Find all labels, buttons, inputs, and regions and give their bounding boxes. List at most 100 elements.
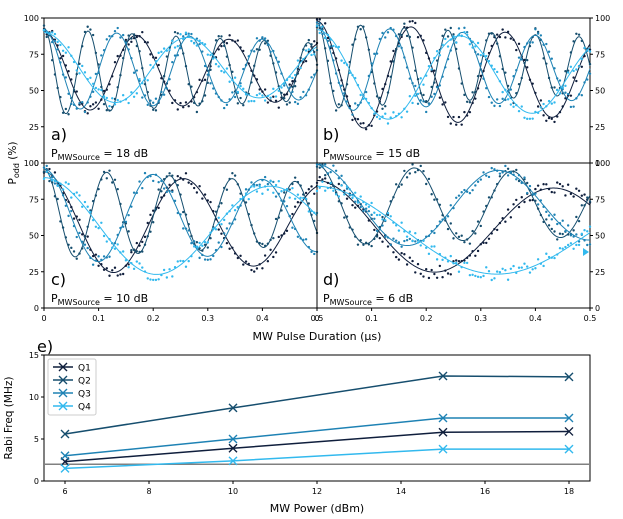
- data-point: [449, 38, 452, 41]
- data-point: [553, 256, 556, 260]
- data-point: [130, 251, 133, 254]
- data-point: [526, 42, 529, 45]
- data-point: [171, 60, 174, 64]
- data-point: [247, 213, 250, 216]
- data-point: [61, 226, 65, 229]
- data-point: [381, 218, 384, 221]
- data-point: [321, 180, 324, 183]
- legend-entry-q2: Q2: [53, 375, 91, 387]
- data-point: [553, 101, 556, 104]
- data-point: [414, 171, 417, 174]
- data-point: [75, 72, 78, 76]
- data-point: [291, 186, 294, 190]
- data-point: [111, 97, 114, 100]
- data-point: [253, 99, 256, 103]
- data-point: [162, 194, 166, 197]
- data-point: [154, 278, 158, 282]
- data-point: [70, 54, 73, 58]
- y-tick-label: 50: [29, 232, 39, 241]
- data-point: [433, 231, 436, 235]
- data-point: [130, 91, 133, 94]
- data-point: [476, 53, 480, 56]
- data-point: [201, 197, 204, 200]
- data-point: [427, 64, 431, 68]
- data-point: [124, 259, 128, 262]
- data-point: [231, 39, 234, 42]
- data-point: [422, 100, 425, 103]
- data-point: [299, 96, 302, 99]
- data-point: [105, 88, 108, 91]
- data-point: [394, 48, 398, 51]
- data-point: [171, 39, 174, 43]
- data-point: [356, 199, 360, 203]
- data-point: [86, 101, 89, 104]
- data-point: [83, 235, 87, 238]
- data-point: [430, 70, 433, 73]
- data-point: [214, 62, 218, 66]
- data-point: [277, 216, 280, 219]
- data-point: [313, 192, 316, 195]
- data-point: [157, 188, 160, 191]
- data-point: [182, 227, 185, 230]
- data-point: [138, 50, 141, 53]
- data-point: [517, 174, 521, 177]
- data-point: [124, 264, 128, 267]
- data-point: [239, 192, 242, 195]
- data-point: [517, 205, 521, 209]
- data-point: [504, 71, 507, 74]
- data-point: [389, 75, 392, 78]
- source-label-d: PMWSource = 6 dB: [323, 292, 413, 307]
- data-point: [498, 221, 502, 225]
- data-points-q3: [315, 21, 592, 116]
- data-point: [381, 215, 384, 219]
- data-point: [364, 241, 368, 245]
- data-point: [50, 59, 54, 62]
- data-points-q4: [315, 180, 592, 282]
- series-marker: [228, 403, 238, 413]
- data-point: [124, 220, 128, 223]
- data-point: [457, 33, 461, 37]
- data-point: [160, 77, 163, 80]
- data-point: [403, 107, 406, 110]
- data-point: [419, 77, 422, 80]
- data-point: [460, 259, 463, 263]
- data-point: [575, 79, 578, 83]
- data-point: [195, 44, 199, 47]
- data-point: [67, 92, 70, 95]
- data-point: [198, 102, 201, 105]
- data-point: [138, 250, 141, 254]
- data-point: [111, 246, 114, 249]
- data-point: [67, 243, 70, 246]
- data-point: [277, 89, 280, 92]
- data-point: [485, 204, 488, 208]
- data-point: [261, 267, 264, 270]
- data-point: [42, 28, 46, 32]
- data-point: [392, 60, 395, 63]
- data-point: [487, 59, 491, 63]
- data-point: [168, 78, 171, 81]
- data-point: [506, 30, 510, 34]
- data-point: [438, 264, 442, 268]
- data-point: [111, 269, 114, 272]
- data-point: [575, 243, 578, 247]
- data-point: [75, 215, 78, 218]
- data-point: [113, 178, 117, 181]
- data-point: [373, 112, 376, 115]
- data-point: [261, 179, 264, 182]
- data-point: [517, 179, 521, 183]
- data-point: [247, 262, 250, 266]
- data-point: [310, 250, 313, 254]
- data-point: [91, 33, 95, 37]
- data-point: [446, 272, 450, 275]
- data-point: [400, 221, 403, 224]
- data-point: [487, 51, 491, 55]
- y-tick-label: 100: [595, 159, 610, 168]
- data-point: [102, 102, 106, 106]
- data-point: [323, 174, 327, 177]
- data-point: [515, 48, 518, 52]
- data-point: [168, 172, 171, 175]
- data-point: [408, 256, 412, 259]
- data-point: [468, 43, 472, 46]
- data-point: [495, 270, 499, 273]
- data-point: [340, 174, 343, 178]
